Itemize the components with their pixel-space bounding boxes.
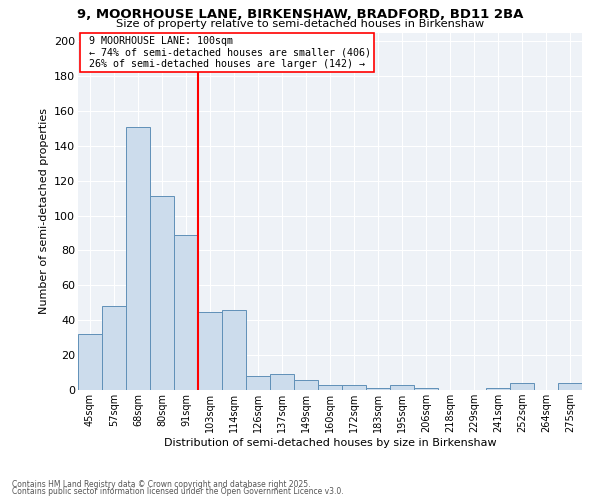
X-axis label: Distribution of semi-detached houses by size in Birkenshaw: Distribution of semi-detached houses by … [164,438,496,448]
Bar [414,388,438,390]
Bar [366,388,390,390]
Text: 9, MOORHOUSE LANE, BIRKENSHAW, BRADFORD, BD11 2BA: 9, MOORHOUSE LANE, BIRKENSHAW, BRADFORD,… [77,8,523,20]
Text: Contains public sector information licensed under the Open Government Licence v3: Contains public sector information licen… [12,487,344,496]
Bar [102,306,126,390]
Bar [558,383,582,390]
Text: Size of property relative to semi-detached houses in Birkenshaw: Size of property relative to semi-detach… [116,19,484,29]
Text: 9 MOORHOUSE LANE: 100sqm
 ← 74% of semi-detached houses are smaller (406)
 26% o: 9 MOORHOUSE LANE: 100sqm ← 74% of semi-d… [83,36,371,70]
Bar [78,334,102,390]
Bar [294,380,318,390]
Bar [126,126,150,390]
Bar [246,376,270,390]
Bar [318,385,342,390]
Bar [510,383,534,390]
Bar [342,385,366,390]
Y-axis label: Number of semi-detached properties: Number of semi-detached properties [38,108,49,314]
Bar [150,196,174,390]
Bar [486,388,510,390]
Bar [390,385,414,390]
Bar [222,310,246,390]
Text: Contains HM Land Registry data © Crown copyright and database right 2025.: Contains HM Land Registry data © Crown c… [12,480,311,489]
Bar [270,374,294,390]
Bar [174,235,198,390]
Bar [198,312,222,390]
